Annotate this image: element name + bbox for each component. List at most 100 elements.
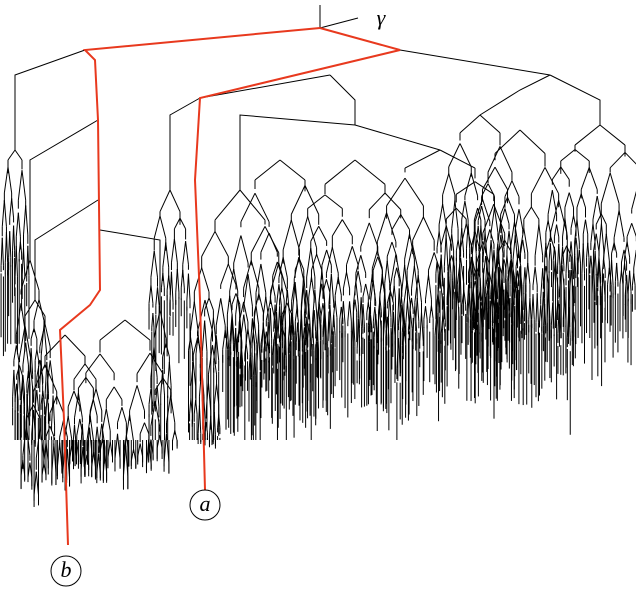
branch (494, 166, 508, 190)
branch (483, 255, 487, 275)
branch (278, 262, 288, 292)
branch (14, 149, 23, 161)
branch (386, 290, 391, 304)
branch (459, 228, 463, 253)
branch (185, 241, 189, 265)
branch (40, 390, 44, 405)
branch (455, 207, 467, 220)
branch (515, 253, 519, 267)
branch (165, 242, 170, 268)
branch (379, 299, 382, 312)
branch (490, 207, 495, 233)
branch (334, 277, 339, 296)
branch (459, 143, 472, 168)
branch (45, 394, 48, 418)
branch (113, 386, 123, 400)
branch (366, 302, 369, 314)
branch (613, 210, 620, 238)
branch (85, 353, 101, 374)
branch (406, 300, 410, 323)
branch (372, 256, 379, 271)
branch (455, 239, 459, 251)
branch (45, 426, 51, 437)
branch (239, 189, 266, 221)
branch (240, 345, 244, 365)
branch (595, 233, 600, 252)
branch (276, 284, 280, 306)
branch (514, 209, 520, 230)
branch (214, 189, 241, 221)
branch (550, 200, 560, 233)
branch (440, 225, 447, 246)
branch (316, 253, 323, 271)
branch (207, 345, 213, 375)
branch (430, 305, 434, 319)
tree-branches (0, 5, 636, 507)
branch (307, 216, 318, 248)
branch (176, 268, 180, 293)
branch (575, 237, 578, 250)
branch (376, 212, 388, 242)
branch (633, 273, 636, 286)
branch (401, 314, 405, 333)
branch (442, 204, 447, 225)
branch (165, 395, 172, 423)
branch (316, 307, 320, 331)
branch (282, 257, 288, 278)
branch (278, 257, 284, 278)
branch (193, 267, 203, 292)
branch (233, 235, 242, 264)
branch (382, 310, 386, 337)
branch (74, 393, 79, 418)
branch (530, 167, 546, 194)
branch (371, 274, 376, 296)
branch (506, 255, 509, 270)
branch (99, 319, 126, 341)
branch (592, 195, 598, 220)
branch (545, 242, 548, 260)
branch (540, 268, 544, 299)
branch (393, 285, 396, 299)
branch (355, 255, 362, 274)
branch (549, 74, 601, 125)
branch (331, 247, 339, 274)
branch (169, 271, 172, 303)
branch (623, 249, 628, 263)
branch (580, 167, 590, 190)
branch (504, 180, 513, 197)
branch (154, 385, 158, 407)
branch (190, 398, 193, 414)
branch (26, 404, 30, 423)
branch (22, 205, 27, 235)
path-to-b (58, 27, 321, 546)
branch (488, 277, 491, 295)
branch (290, 185, 306, 215)
branch (476, 294, 479, 313)
branch (562, 218, 566, 237)
branch (416, 298, 420, 322)
root-pointer (319, 17, 359, 29)
branch (150, 389, 154, 405)
branch (36, 359, 41, 378)
branch (471, 261, 475, 276)
branch (187, 273, 191, 301)
branch (293, 283, 298, 302)
branch (499, 146, 513, 173)
branch (34, 299, 46, 317)
branch (167, 361, 170, 386)
branch (414, 275, 419, 303)
branch (611, 242, 615, 254)
branch (468, 257, 472, 283)
branch (474, 181, 495, 195)
branch (76, 418, 81, 436)
branch (201, 231, 216, 257)
branch (276, 261, 283, 276)
branch (205, 422, 208, 433)
branch (162, 273, 165, 288)
branch (609, 172, 620, 204)
branch (389, 294, 392, 318)
branch (325, 247, 333, 274)
branch (207, 382, 212, 412)
branch (460, 223, 467, 248)
